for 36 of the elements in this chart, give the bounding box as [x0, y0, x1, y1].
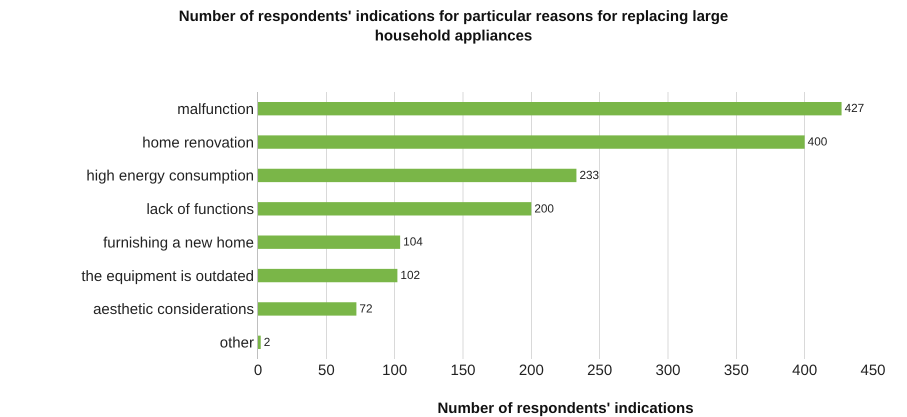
x-axis-title: Number of respondents' indications: [437, 400, 694, 417]
bar: [258, 168, 576, 182]
y-tick-label: the equipment is outdated: [81, 268, 254, 285]
data-label: 104: [403, 236, 424, 249]
x-tick-label: 300: [655, 362, 681, 379]
x-tick-label: 150: [450, 362, 476, 379]
bar: [258, 302, 356, 316]
y-tick-label: high energy consumption: [86, 168, 254, 185]
bar: [258, 336, 261, 349]
y-tick-label: lack of functions: [146, 201, 254, 218]
x-tick-label: 0: [254, 362, 262, 379]
y-tick-label: malfunction: [177, 100, 254, 118]
bar: [258, 236, 400, 249]
data-label: 2: [264, 336, 270, 349]
y-tick-label: furnishing a new home: [103, 234, 254, 252]
y-tick-label: home renovation: [142, 134, 254, 152]
y-tick-label: aesthetic considerations: [93, 301, 254, 318]
x-tick-label: 450: [860, 362, 886, 379]
x-tick-label: 100: [382, 362, 408, 379]
data-label: 427: [844, 102, 864, 116]
data-label: 72: [359, 302, 372, 316]
bar: [258, 202, 532, 216]
bar: [258, 102, 842, 116]
data-label: 400: [808, 136, 828, 149]
data-label: 233: [579, 168, 600, 182]
bar: [258, 268, 398, 282]
bar: [258, 135, 805, 149]
x-tick-label: 400: [792, 362, 818, 379]
x-tick-label: 50: [318, 362, 335, 379]
data-label: 200: [534, 202, 554, 216]
data-label: 102: [400, 269, 420, 282]
y-tick-label: other: [220, 334, 254, 352]
x-tick-label: 250: [587, 362, 612, 379]
chart-title: Number of respondents' indications for particular reasons for replacing large household appliances: [178, 8, 728, 44]
x-tick-label: 200: [518, 362, 544, 379]
x-tick-label: 350: [724, 362, 749, 379]
